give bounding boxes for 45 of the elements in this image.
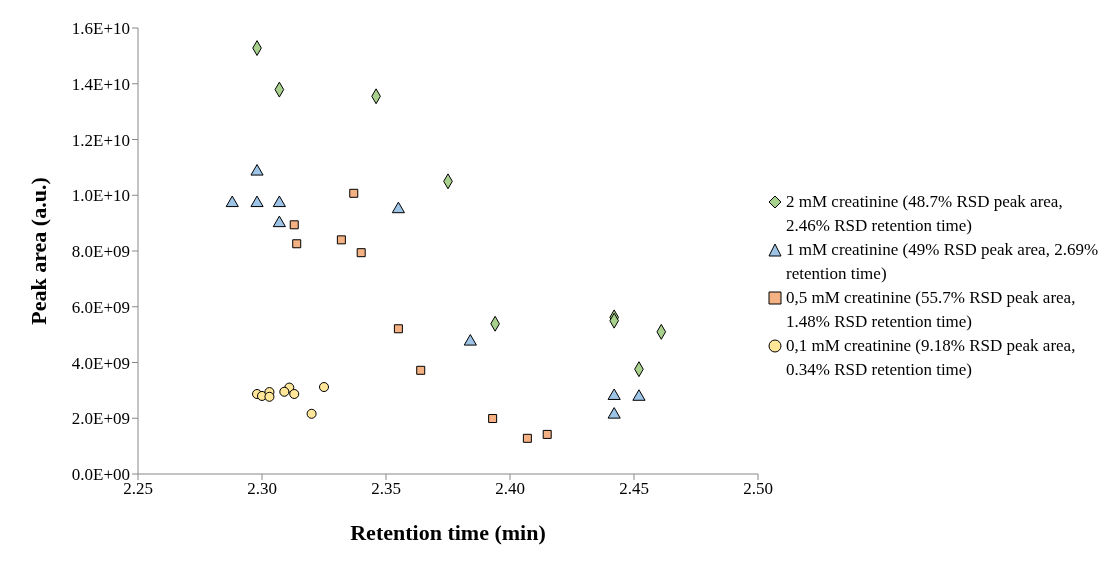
y-tick-label: 6.0E+09 <box>71 297 130 317</box>
point <box>349 188 359 198</box>
y-axis-title: Peak area (a.u.) <box>25 177 51 325</box>
point <box>225 195 239 208</box>
legend-label: 2 mM creatinine (48.7% RSD peak area, 2.46% RSD retention time) <box>786 191 1064 237</box>
point <box>391 201 405 214</box>
y-tick-label: 1.6E+10 <box>71 19 130 39</box>
point <box>292 239 302 249</box>
point <box>272 195 286 208</box>
y-tick-label: 8.0E+09 <box>71 242 130 262</box>
legend-label: 0,1 mM creatinine (9.18% RSD peak area, 0.34% RSD retention time) <box>786 335 1077 381</box>
x-tick-label: 2.45 <box>619 479 649 499</box>
point <box>488 414 498 424</box>
y-tick-label: 4.0E+09 <box>71 353 130 373</box>
point <box>463 334 477 346</box>
point <box>306 408 317 419</box>
x-tick-label: 2.30 <box>247 479 277 499</box>
point <box>393 324 403 334</box>
point <box>522 433 532 443</box>
point <box>607 388 621 400</box>
point <box>289 220 299 230</box>
x-tick-label: 2.40 <box>495 479 525 499</box>
point <box>264 391 275 402</box>
legend-label: 0,5 mM creatinine (55.7% RSD peak area, 1.48% RSD retention time) <box>786 287 1077 333</box>
legend-label: 1 mM creatinine (49% RSD peak area, 2.69% retention time) <box>786 239 1100 285</box>
x-tick-label: 2.50 <box>743 479 773 499</box>
x-tick-label: 2.35 <box>371 479 401 499</box>
point <box>272 215 286 228</box>
point <box>250 164 264 176</box>
y-tick-label: 1.0E+10 <box>71 186 130 206</box>
point <box>289 388 300 399</box>
y-tick-label: 2.0E+09 <box>71 409 130 429</box>
x-tick-label: 2.25 <box>123 479 153 499</box>
point <box>607 407 621 419</box>
point <box>632 389 646 401</box>
point <box>336 235 346 245</box>
y-tick-label: 1.4E+10 <box>71 74 130 94</box>
point <box>250 195 264 208</box>
point <box>416 365 426 375</box>
x-axis-title: Retention time (min) <box>350 519 546 545</box>
y-tick-label: 1.2E+10 <box>71 130 130 150</box>
point <box>318 382 330 393</box>
point <box>279 386 290 397</box>
point <box>542 429 552 439</box>
point <box>356 248 366 258</box>
